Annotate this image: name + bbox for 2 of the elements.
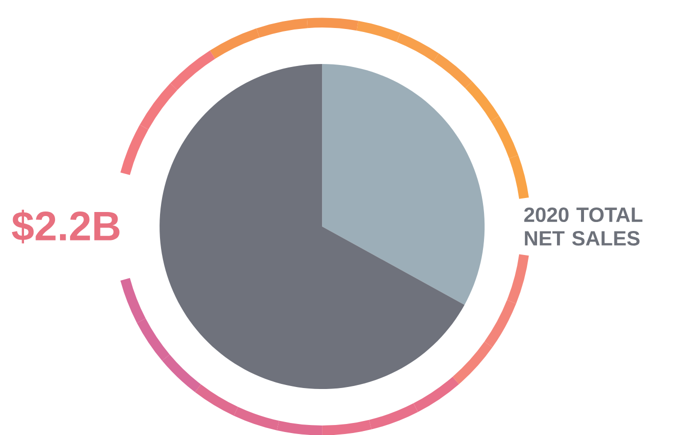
text: 2020 TOTAL NET SALES <box>524 207 642 246</box>
text: $2.2B <box>12 210 120 244</box>
